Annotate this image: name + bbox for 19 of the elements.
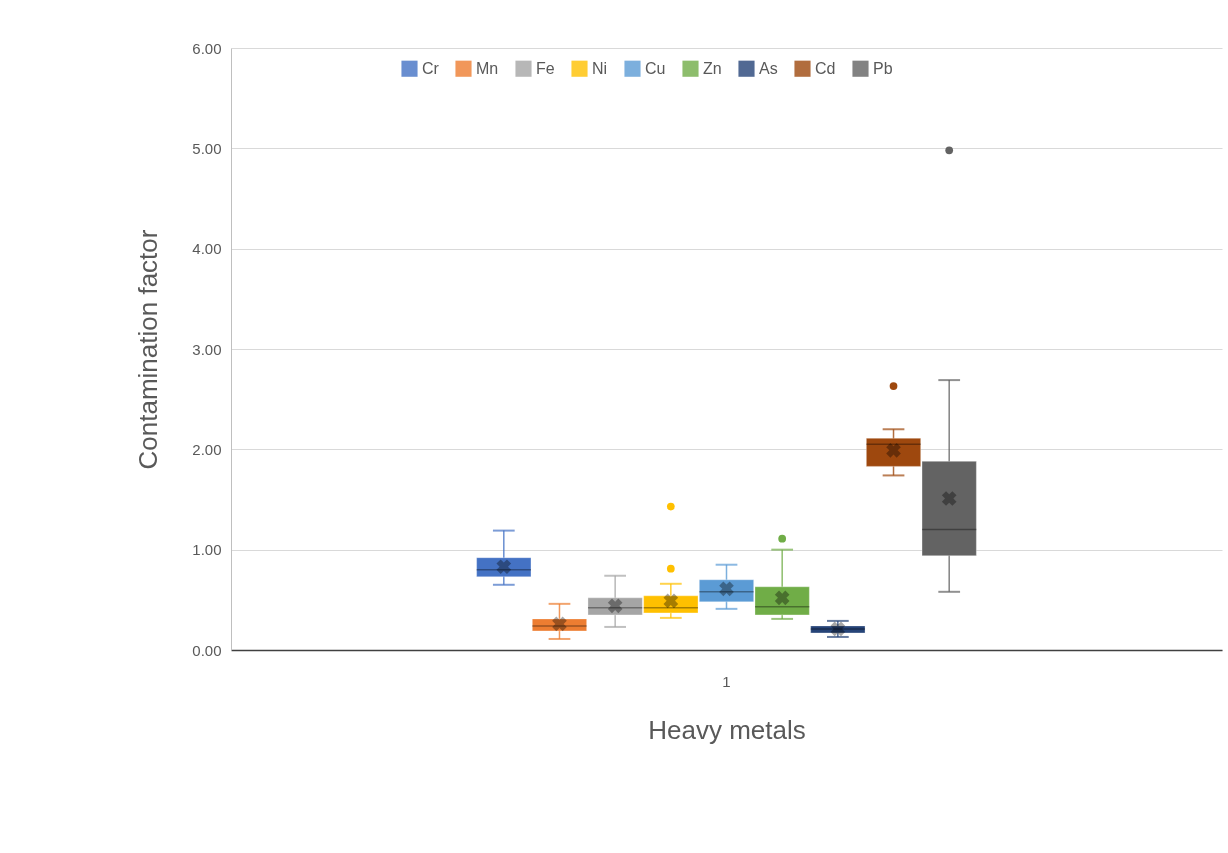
legend-label: Mn — [476, 59, 499, 77]
x-tick-label: 1 — [722, 672, 731, 690]
y-tick-label: 2.00 — [192, 440, 222, 458]
legend-label: Ni — [592, 59, 608, 77]
y-tick-label: 1.00 — [192, 541, 222, 559]
y-tick-label: 4.00 — [192, 240, 222, 258]
legend-label: Cu — [645, 59, 666, 77]
x-axis-title: Heavy metals — [648, 714, 806, 745]
y-tick-label: 3.00 — [192, 340, 222, 358]
y-axis-title: Contamination factor — [133, 229, 164, 470]
legend-label: Cr — [422, 59, 440, 77]
legend-label: Zn — [703, 59, 722, 77]
y-tick-label: 6.00 — [192, 39, 222, 57]
legend-label: As — [759, 59, 778, 77]
legend-label: Fe — [536, 59, 555, 77]
legend-label: Pb — [873, 59, 893, 77]
y-tick-label: 0.00 — [192, 641, 222, 659]
y-tick-label: 5.00 — [192, 139, 222, 157]
legend-label: Cd — [815, 59, 836, 77]
